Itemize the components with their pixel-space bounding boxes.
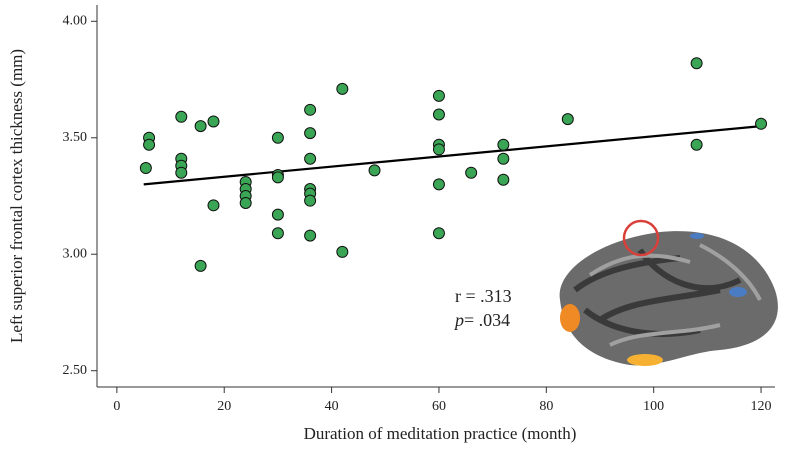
- point: [304, 229, 317, 242]
- point: [194, 259, 207, 272]
- point: [561, 113, 574, 126]
- point: [175, 166, 188, 179]
- point: [432, 108, 445, 121]
- point: [304, 127, 317, 140]
- point: [336, 82, 349, 95]
- point: [497, 173, 510, 186]
- point: [690, 138, 703, 151]
- point: [175, 110, 188, 123]
- annotation-r: r = .313: [455, 286, 512, 306]
- point: [690, 57, 703, 70]
- point: [304, 152, 317, 165]
- point: [239, 196, 252, 209]
- y-tick-label: 2.50: [63, 363, 88, 378]
- point: [432, 143, 445, 156]
- y-tick-label: 3.50: [63, 130, 88, 145]
- point: [207, 199, 220, 212]
- point: [271, 171, 284, 184]
- point: [304, 103, 317, 116]
- point: [497, 138, 510, 151]
- brain-inset: [559, 219, 778, 366]
- point: [432, 89, 445, 102]
- point: [271, 131, 284, 144]
- point: [139, 162, 152, 175]
- point: [465, 166, 478, 179]
- point: [432, 178, 445, 191]
- y-tick-label: 4.00: [63, 14, 88, 29]
- annotation-p-symbol: p: [453, 310, 464, 330]
- point: [271, 208, 284, 221]
- point: [304, 194, 317, 207]
- point: [755, 117, 768, 130]
- x-tick-label: 40: [325, 399, 339, 414]
- point: [194, 120, 207, 133]
- x-axis-label: Duration of meditation practice (month): [304, 424, 577, 443]
- y-axis-label: Left superior frontal cortex thickness (…: [7, 49, 26, 343]
- y-tick-label: 3.00: [63, 246, 88, 261]
- point: [432, 227, 445, 240]
- point: [497, 152, 510, 165]
- point: [336, 245, 349, 258]
- x-tick-label: 80: [539, 399, 553, 414]
- x-tick-label: 100: [643, 399, 664, 414]
- annotation-p-value: = .034: [464, 310, 510, 330]
- x-tick-label: 120: [751, 399, 772, 414]
- annotation-p: p= .034: [453, 310, 510, 330]
- point: [368, 164, 381, 177]
- point: [207, 115, 220, 128]
- x-tick-label: 20: [217, 399, 231, 414]
- regression-line: [143, 125, 762, 186]
- x-tick-label: 60: [432, 399, 446, 414]
- point: [143, 138, 156, 151]
- point: [271, 227, 284, 240]
- x-tick-label: 0: [113, 399, 120, 414]
